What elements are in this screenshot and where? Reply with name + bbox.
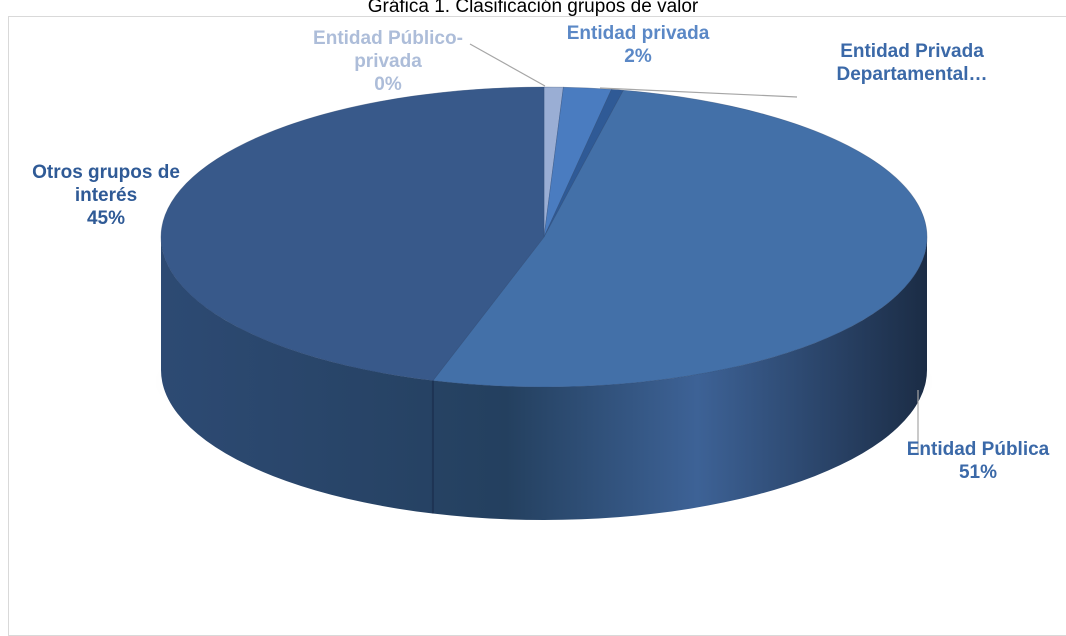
- leader-line: [599, 87, 798, 98]
- pie-slice-otros-grupos-de-inter-s: [160, 86, 545, 381]
- data-label-entidad-p-blica: Entidad Pública 51%: [907, 439, 1050, 483]
- data-label-entidad-privada-departamental: Entidad Privada Departamental…: [837, 41, 988, 85]
- data-label-entidad-privada: Entidad privada 2%: [567, 23, 710, 67]
- pie-chart: Entidad Público-privada 0% Entidad privada…: [32, 23, 1050, 520]
- leader-line: [469, 43, 546, 87]
- chart-title: Gráfica 1. Clasificación grupos de valor: [367, 0, 699, 17]
- data-label-otros-grupos-de-inter-s: Otros grupos de interés 45%: [32, 162, 180, 229]
- pie-slice-entidad-p-blica: [432, 89, 928, 388]
- pie-side-wall: [161, 237, 927, 520]
- data-label-entidad-p-blico-privada: Entidad Público-privada 0%: [313, 28, 463, 95]
